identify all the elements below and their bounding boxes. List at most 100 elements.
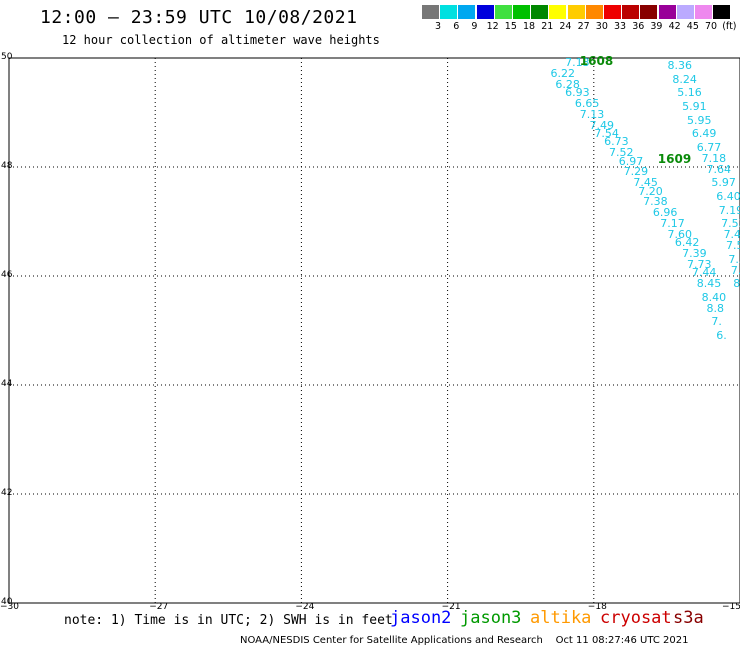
swh-label: 7.55 bbox=[726, 239, 740, 253]
x-tick-label: −15 bbox=[722, 602, 740, 612]
swh-label: 6.93 bbox=[565, 86, 590, 100]
scale-label: 30 bbox=[595, 21, 608, 32]
swh-label: 7.49 bbox=[589, 119, 615, 133]
page-subtitle: 12 hour collection of altimeter wave hei… bbox=[62, 33, 380, 47]
y-tick-label: 42 bbox=[1, 488, 13, 498]
scale-swatch bbox=[422, 5, 439, 19]
scale-swatch bbox=[604, 5, 621, 19]
swh-label: 7.73 bbox=[687, 258, 712, 272]
swh-label: 7.49 bbox=[723, 228, 740, 242]
swh-label: 6. bbox=[716, 328, 727, 342]
x-tick-label: −18 bbox=[587, 602, 607, 612]
swh-label: 6.28 bbox=[555, 78, 580, 92]
scale-swatch bbox=[640, 5, 658, 19]
y-tick-label: 46 bbox=[1, 270, 13, 280]
scale-label: 6 bbox=[453, 21, 460, 32]
swh-label: 6.96 bbox=[652, 206, 678, 220]
scale-swatch bbox=[713, 5, 731, 19]
scale-label: 24 bbox=[559, 21, 572, 32]
swh-label: 7.13 bbox=[565, 56, 590, 70]
satellite-s3a-label: s3a bbox=[673, 608, 704, 628]
x-tick-label: −21 bbox=[441, 602, 461, 612]
scale-label: 42 bbox=[668, 21, 681, 32]
scale-swatch bbox=[513, 5, 530, 19]
swh-label: 6.42 bbox=[674, 236, 700, 250]
grid-lines bbox=[9, 58, 740, 603]
swh-label: 5.91 bbox=[682, 100, 707, 114]
y-tick-label: 44 bbox=[1, 379, 13, 389]
scale-swatch bbox=[494, 5, 512, 19]
scale-label: 9 bbox=[471, 21, 478, 32]
scale-label: 21 bbox=[541, 21, 554, 32]
swh-label: 7.18 bbox=[701, 151, 727, 165]
swh-label: 6.49 bbox=[691, 127, 717, 141]
swh-label: 8.45 bbox=[696, 277, 722, 291]
swh-label: 8.36 bbox=[667, 59, 693, 73]
scale-label: 12 bbox=[486, 21, 499, 32]
y-tick-label: 48 bbox=[1, 161, 13, 171]
scale-label: 70 bbox=[705, 21, 718, 32]
scale-swatch bbox=[440, 5, 458, 19]
satellite-jason2-label: jason2 bbox=[390, 608, 452, 628]
swh-label: 7.54 bbox=[594, 127, 619, 141]
satellite-jason3-label: jason3 bbox=[460, 608, 522, 628]
scale-label: 15 bbox=[504, 21, 517, 32]
swh-label: 7.39 bbox=[682, 247, 707, 261]
pass-id-label: 1608 bbox=[579, 53, 614, 68]
scale-swatch bbox=[531, 5, 549, 19]
swh-label: 8.8 bbox=[706, 301, 725, 315]
swh-label: 7.44 bbox=[691, 266, 717, 280]
scale-label: 39 bbox=[650, 21, 663, 32]
swh-label: 8.24 bbox=[672, 72, 697, 86]
scale-swatch bbox=[585, 5, 603, 19]
swh-label: 7.19 bbox=[718, 203, 740, 217]
scale-swatch bbox=[549, 5, 567, 19]
scale-swatch bbox=[458, 5, 476, 19]
scale-label: 18 bbox=[523, 21, 536, 32]
plot-frame bbox=[8, 57, 740, 604]
swh-label: 8.40 bbox=[701, 290, 727, 304]
swh-label: 7. bbox=[711, 315, 722, 329]
swh-label: 5.95 bbox=[687, 113, 712, 127]
footer-credit: NOAA/NESDIS Center for Satellite Applica… bbox=[240, 635, 689, 646]
pass-id-label: 1609 bbox=[657, 151, 692, 166]
satellite-cryosat-label: cryosat bbox=[600, 608, 672, 628]
swh-label: 6.40 bbox=[716, 189, 740, 203]
swh-label: 7.45 bbox=[633, 176, 658, 190]
note-text: note: 1) Time is in UTC; 2) SWH is in fe… bbox=[64, 613, 393, 628]
page-title: 12:00 – 23:59 UTC 10/08/2021 bbox=[40, 7, 358, 28]
swh-label: 5.16 bbox=[677, 86, 702, 100]
scale-label: 27 bbox=[577, 21, 590, 32]
swh-label: 6.65 bbox=[574, 97, 600, 111]
y-tick-label: 40 bbox=[1, 597, 13, 607]
swh-label: 7.38 bbox=[643, 195, 668, 209]
x-tick-label: −27 bbox=[149, 602, 169, 612]
swh-label: 7.53 bbox=[721, 217, 740, 231]
scale-swatch bbox=[676, 5, 694, 19]
scale-label: 3 bbox=[435, 21, 442, 32]
scale-unit: (ft) bbox=[722, 21, 737, 32]
y-tick-label: 50 bbox=[1, 52, 13, 62]
swh-label: 7.29 bbox=[623, 165, 649, 179]
swh-label: 7.64 bbox=[706, 162, 732, 176]
swh-label: 8.3 bbox=[733, 277, 740, 291]
scale-label: 45 bbox=[686, 21, 699, 32]
swh-label: 6.73 bbox=[604, 135, 629, 149]
swh-label: 7.46 bbox=[730, 263, 740, 277]
swh-label: 7.13 bbox=[579, 108, 605, 122]
scale-swatch bbox=[622, 5, 640, 19]
swh-label: 7.60 bbox=[667, 228, 693, 242]
x-tick-label: −24 bbox=[295, 602, 315, 612]
swh-label: 6.22 bbox=[550, 67, 576, 81]
swh-label: 7.52 bbox=[609, 146, 634, 160]
swh-label: 7.20 bbox=[638, 184, 663, 198]
scale-label: 36 bbox=[632, 21, 645, 32]
scale-swatch bbox=[695, 5, 712, 19]
scale-label: 33 bbox=[614, 21, 627, 32]
satellite-altika-label: altika bbox=[530, 608, 592, 628]
swh-label: 7.17 bbox=[660, 217, 685, 231]
swh-label: 7.50 bbox=[728, 252, 740, 266]
scale-swatch bbox=[567, 5, 585, 19]
swh-label: 5.97 bbox=[711, 176, 736, 190]
